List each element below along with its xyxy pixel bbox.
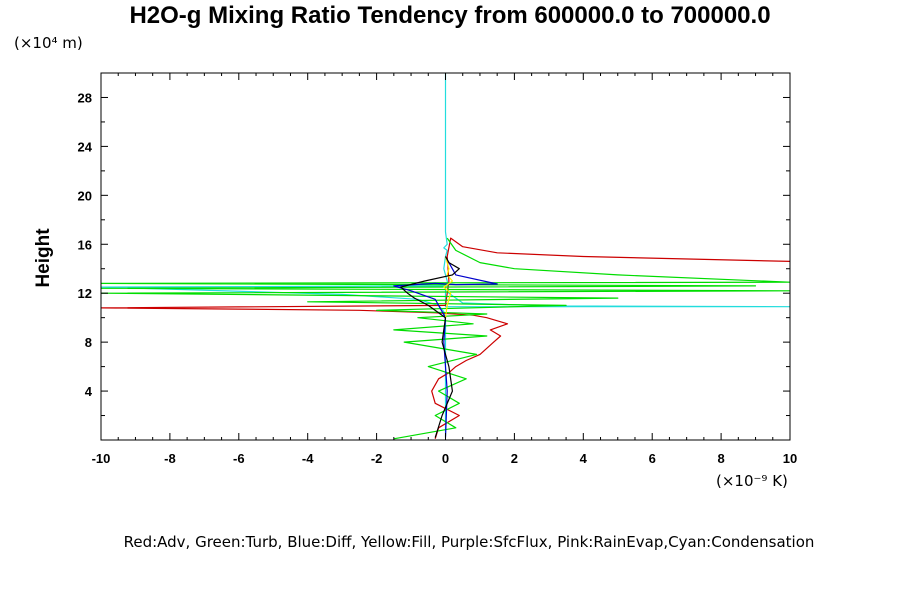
legend-text: Red:Adv, Green:Turb, Blue:Diff, Yellow:F…	[123, 533, 815, 551]
x-tick-label: 6	[649, 451, 656, 466]
y-tick-label: 4	[85, 384, 93, 399]
y-tick-label: 24	[78, 139, 93, 154]
series-line-fill	[443, 256, 453, 318]
y-tick-label: 16	[78, 237, 92, 252]
series-line-condensation	[101, 73, 790, 437]
x-tick-label: 4	[580, 451, 588, 466]
series-line-adv	[101, 237, 790, 439]
y-tick-label: 28	[78, 90, 92, 105]
series-layer	[101, 73, 790, 440]
chart-title: H2O-g Mixing Ratio Tendency from 600000.…	[129, 2, 771, 29]
y-axis-label: Height	[33, 228, 54, 288]
series-line-turb	[101, 237, 790, 440]
x-axis-unit-label: (×10⁻⁹ K)	[716, 472, 788, 490]
x-tick-label: -4	[302, 451, 314, 466]
y-tick-label: 12	[78, 286, 92, 301]
x-tick-label: 2	[511, 451, 518, 466]
y-axis-unit-label: (×10⁴ m)	[14, 34, 83, 52]
x-tick-label: 8	[717, 451, 724, 466]
x-tick-label: 10	[783, 451, 797, 466]
series-line-total	[400, 256, 460, 438]
x-tick-label: -8	[164, 451, 176, 466]
x-tick-label: 0	[442, 451, 449, 466]
x-tick-label: -6	[233, 451, 245, 466]
y-tick-label: 20	[78, 188, 92, 203]
series-line-diff	[393, 256, 498, 438]
x-tick-label: -2	[371, 451, 383, 466]
x-tick-label: -10	[92, 451, 111, 466]
y-tick-label: 8	[85, 335, 92, 350]
